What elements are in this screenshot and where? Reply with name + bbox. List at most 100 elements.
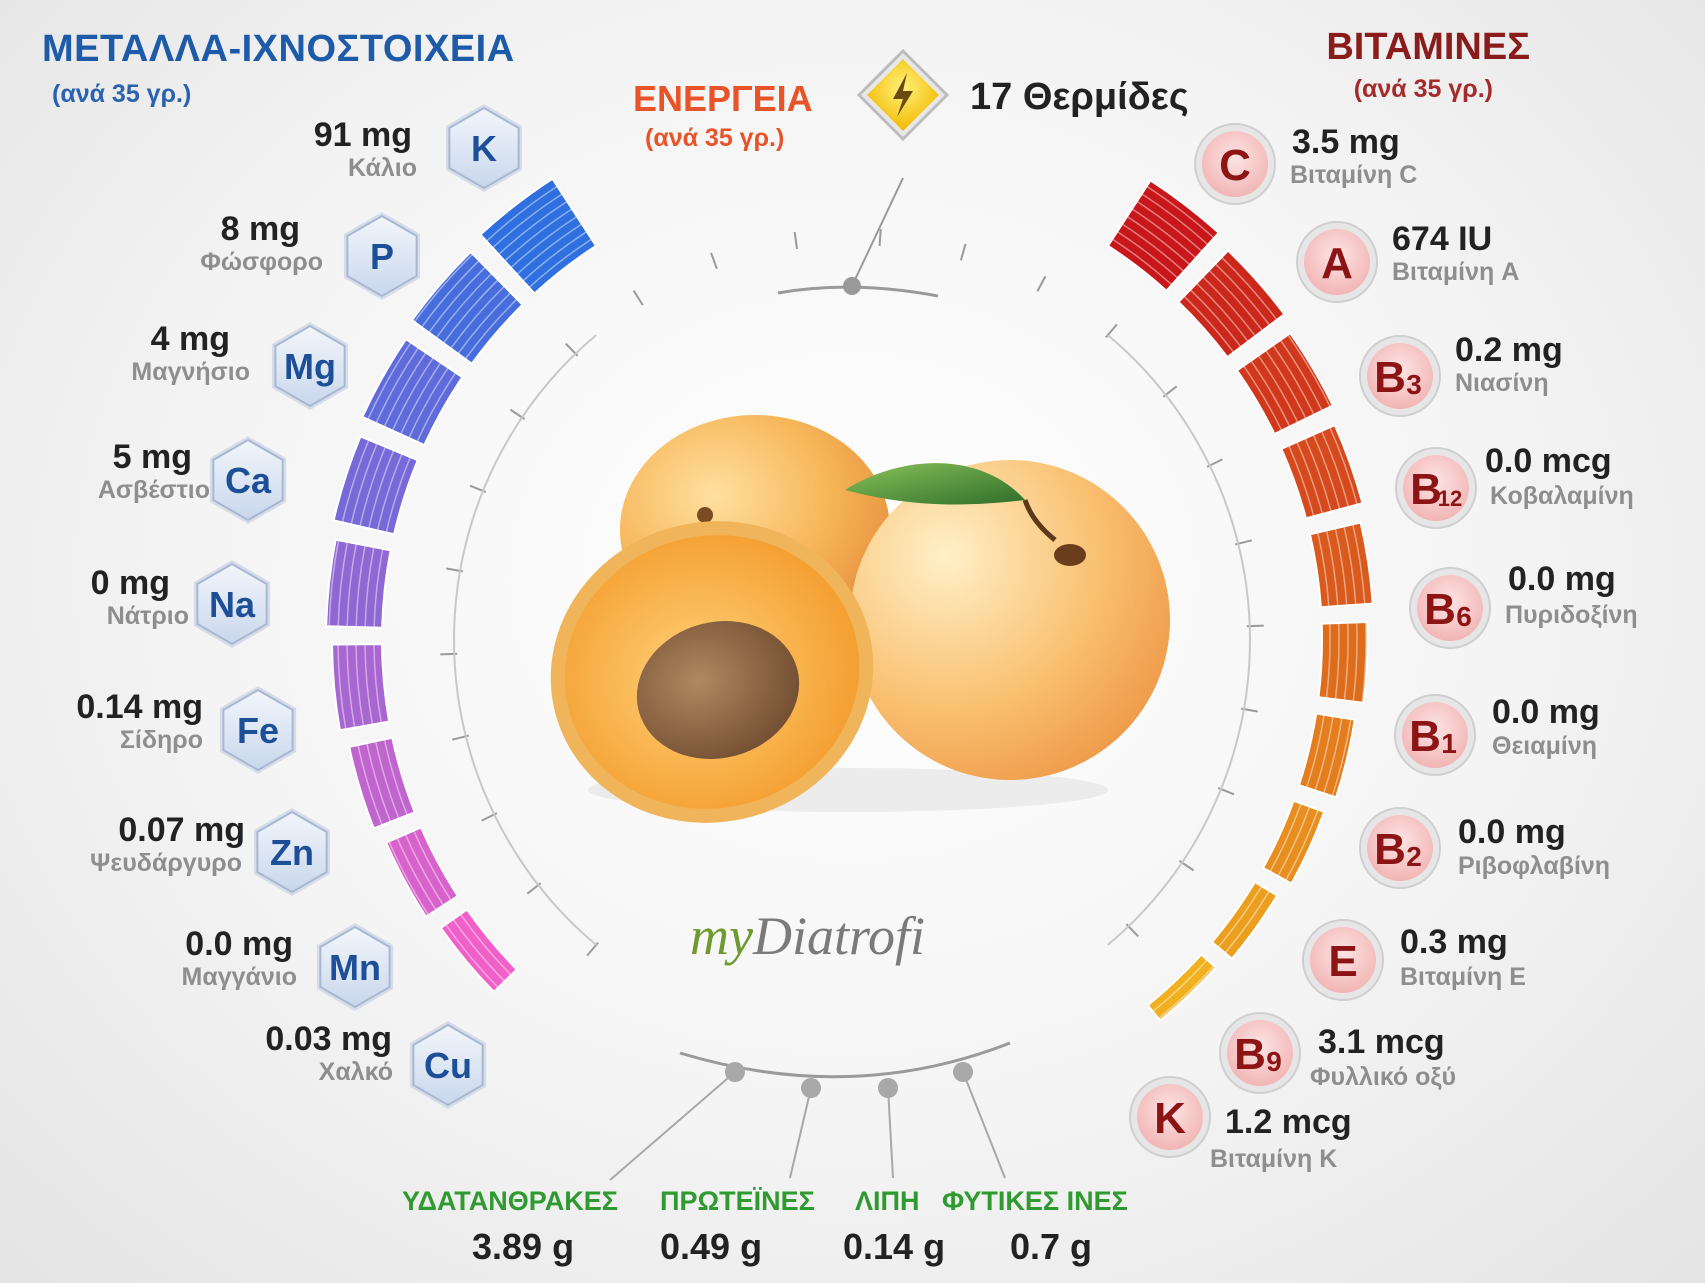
mineral-symbol-hex: Fe	[219, 686, 297, 774]
macro-name-fat: ΛΙΠΗ	[855, 1186, 920, 1216]
mineral-bar	[325, 538, 392, 629]
mineral-symbol-hex: K	[445, 104, 523, 192]
macro-value-carbs: 3.89 g	[472, 1226, 575, 1267]
mineral-value: 91 mg	[313, 116, 412, 154]
vitamin-symbol: B	[1409, 712, 1441, 761]
mineral-symbol-hex: Cu	[409, 1021, 487, 1109]
vitamin-bar	[1261, 799, 1326, 885]
vitamin-bar	[1317, 620, 1369, 704]
mineral-symbol: Mn	[329, 947, 381, 988]
vitamin-symbol: A	[1321, 239, 1353, 288]
macro-value-protein: 0.49 g	[660, 1226, 763, 1267]
mineral-name: Μαγγάνιο	[181, 963, 298, 991]
apricot-illustration	[550, 415, 1170, 823]
vitamin-symbol: B	[1374, 825, 1406, 874]
vitamin-value: 3.5 mg	[1292, 123, 1400, 161]
mineral-value: 5 mg	[112, 438, 192, 476]
mineral-name: Κάλιο	[348, 154, 417, 182]
mydiatrofi-logo: myDiatrofi	[690, 906, 925, 966]
vitamin-value: 0.0 mg	[1458, 813, 1566, 851]
vitamin-symbol: K	[1154, 1094, 1186, 1143]
vitamin-symbol: B	[1424, 585, 1456, 634]
mineral-name: Μαγνήσιο	[131, 358, 250, 386]
inner-tick-ring	[440, 177, 1264, 1079]
vitamin-name: Φυλλικό οξύ	[1310, 1063, 1457, 1091]
vitamin-bar	[1177, 249, 1286, 359]
vitamin-symbol-badge: A	[1296, 221, 1378, 303]
vitamin-name: Βιταμίνη E	[1400, 963, 1526, 991]
mineral-symbol-hex: Zn	[253, 808, 331, 896]
energy-calories: 17 Θερμίδες	[970, 76, 1189, 118]
mineral-bar	[384, 826, 460, 919]
vitamin-bar	[1235, 331, 1335, 436]
vitamin-subscript: 2	[1406, 841, 1422, 872]
macro-connectors	[609, 1062, 1006, 1181]
mineral-symbol-hex: P	[343, 212, 421, 300]
vitamin-name: Βιταμίνη A	[1392, 258, 1520, 286]
energy-bolt-icon	[856, 48, 950, 142]
vitamin-symbol: C	[1219, 141, 1251, 190]
vitamin-symbol-badge: B12	[1395, 447, 1477, 529]
vitamin-subscript: 6	[1456, 601, 1472, 632]
mineral-bar	[332, 435, 420, 536]
vitamin-value: 1.2 mcg	[1225, 1103, 1352, 1141]
mineral-name: Σίδηρο	[119, 726, 203, 754]
mineral-symbol-hex: Mn	[316, 923, 394, 1011]
mineral-symbol-hex: Mg	[271, 322, 349, 410]
mineral-value: 0.14 mg	[76, 688, 203, 726]
mineral-bar	[479, 177, 598, 295]
vitamin-value: 0.0 mg	[1492, 693, 1600, 731]
mineral-value: 8 mg	[220, 210, 300, 248]
mineral-symbol: Cu	[424, 1045, 472, 1086]
vitamin-symbol-badge: E	[1302, 919, 1384, 1001]
mineral-name: Φώσφορο	[200, 248, 323, 276]
mineral-value: 0.0 mg	[185, 925, 293, 963]
vitamins-subtitle: (ανά 35 γρ.)	[1353, 75, 1493, 103]
mineral-symbol: K	[471, 128, 497, 169]
vitamin-value: 3.1 mcg	[1318, 1023, 1445, 1061]
vitamin-name: Πυριδοξίνη	[1505, 601, 1638, 629]
vitamin-bar	[1297, 712, 1356, 799]
vitamin-name: Βιταμίνη K	[1210, 1145, 1338, 1173]
mineral-value: 0.03 mg	[265, 1020, 392, 1058]
mineral-name: Νάτριο	[106, 602, 189, 630]
vitamin-symbol: E	[1328, 937, 1357, 986]
vitamin-subscript: 9	[1266, 1046, 1282, 1077]
mineral-bar	[410, 250, 524, 366]
mineral-symbol-hex: Ca	[209, 436, 287, 524]
vitamin-subscript: 3	[1406, 369, 1422, 400]
vitamin-symbol-badge: C	[1194, 123, 1276, 205]
vitamin-value: 0.0 mg	[1508, 560, 1616, 598]
vitamin-bar	[1308, 521, 1374, 609]
energy-subtitle: (ανά 35 γρ.)	[645, 124, 785, 152]
vitamin-name: Νιασίνη	[1455, 369, 1549, 397]
mineral-value: 4 mg	[150, 320, 230, 358]
mineral-badges: K P Mg Ca Na Fe Zn Mn Cu	[193, 104, 523, 1109]
vitamin-symbol-badge: K	[1129, 1076, 1211, 1158]
vitamin-name: Βιταμίνη C	[1290, 161, 1418, 189]
mineral-value: 0 mg	[90, 564, 170, 602]
apricot-pit	[636, 620, 800, 760]
mineral-name: Χαλκό	[318, 1058, 393, 1086]
vitamin-bar	[1146, 953, 1218, 1022]
mineral-symbol: Fe	[237, 710, 279, 751]
mineral-name: Ασβέστιο	[97, 476, 210, 504]
vitamin-subscript: 12	[1438, 486, 1462, 511]
vitamin-bar	[1210, 880, 1279, 961]
macro-value-fat: 0.14 g	[843, 1226, 946, 1267]
macro-name-carbs: ΥΔΑΤΑΝΘΡΑΚΕΣ	[402, 1186, 618, 1216]
mineral-bar	[361, 337, 464, 447]
mineral-bar	[348, 736, 417, 830]
mineral-bar	[439, 908, 519, 994]
vitamin-subscript: 1	[1441, 728, 1457, 759]
macro-value-fiber: 0.7 g	[1010, 1226, 1093, 1267]
mineral-symbol: Mg	[284, 346, 336, 387]
vitamin-bar	[1280, 423, 1364, 520]
